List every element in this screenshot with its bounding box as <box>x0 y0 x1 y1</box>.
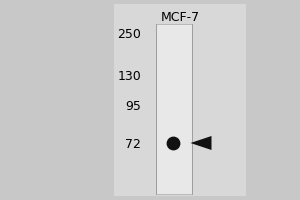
Bar <box>156 24 192 194</box>
Polygon shape <box>190 136 212 150</box>
Text: 130: 130 <box>117 70 141 82</box>
Text: 95: 95 <box>125 99 141 112</box>
Point <box>170 141 175 145</box>
Text: 250: 250 <box>117 27 141 40</box>
Text: 72: 72 <box>125 138 141 150</box>
Bar <box>114 4 246 196</box>
Text: MCF-7: MCF-7 <box>160 11 200 24</box>
